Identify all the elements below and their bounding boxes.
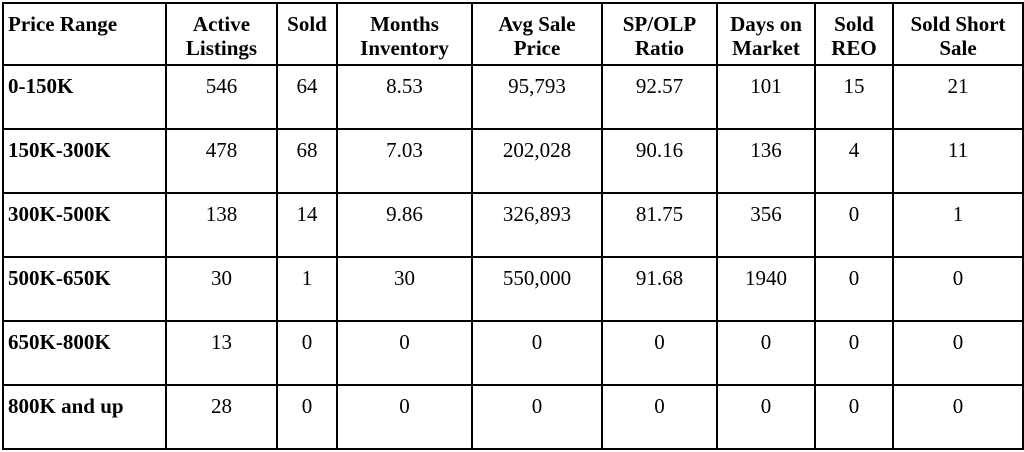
cell-sold: 0 xyxy=(276,320,338,386)
header-sold: Sold xyxy=(276,2,338,66)
header-price-range: Price Range xyxy=(2,2,167,66)
table-row: 0-150K 546 64 8.53 95,793 92.57 101 15 21 xyxy=(2,64,1024,130)
table-row: 300K-500K 138 14 9.86 326,893 81.75 356 0 1 xyxy=(2,192,1024,258)
header-days-on-market: Days on Market xyxy=(716,2,816,66)
cell-sold-short-sale: 11 xyxy=(892,128,1024,194)
header-avg-sale-price: Avg Sale Price xyxy=(471,2,603,66)
header-sold-reo: Sold REO xyxy=(814,2,894,66)
cell-days-on-market: 356 xyxy=(716,192,816,258)
cell-sold-reo: 0 xyxy=(814,256,894,322)
header-sp-olp-ratio: SP/OLP Ratio xyxy=(601,2,718,66)
cell-sp-olp-ratio: 0 xyxy=(601,320,718,386)
table-row: 500K-650K 30 1 30 550,000 91.68 1940 0 0 xyxy=(2,256,1024,322)
cell-sold-short-sale: 0 xyxy=(892,320,1024,386)
cell-avg-sale-price: 326,893 xyxy=(471,192,603,258)
cell-active-listings: 138 xyxy=(165,192,278,258)
cell-price-range: 300K-500K xyxy=(2,192,167,258)
cell-sold-reo: 0 xyxy=(814,320,894,386)
table-row: 650K-800K 13 0 0 0 0 0 0 0 xyxy=(2,320,1024,386)
cell-sp-olp-ratio: 92.57 xyxy=(601,64,718,130)
cell-days-on-market: 0 xyxy=(716,384,816,450)
cell-avg-sale-price: 202,028 xyxy=(471,128,603,194)
cell-sold-reo: 4 xyxy=(814,128,894,194)
cell-price-range: 500K-650K xyxy=(2,256,167,322)
header-sold-short-sale: Sold Short Sale xyxy=(892,2,1024,66)
table-body: 0-150K 546 64 8.53 95,793 92.57 101 15 21 150K-30… xyxy=(2,64,1024,450)
cell-sold: 1 xyxy=(276,256,338,322)
cell-price-range: 0-150K xyxy=(2,64,167,130)
cell-sold: 0 xyxy=(276,384,338,450)
cell-sp-olp-ratio: 81.75 xyxy=(601,192,718,258)
table-row: 150K-300K 478 68 7.03 202,028 90.16 136 4 11 xyxy=(2,128,1024,194)
cell-avg-sale-price: 95,793 xyxy=(471,64,603,130)
cell-active-listings: 30 xyxy=(165,256,278,322)
cell-months-inventory: 30 xyxy=(336,256,473,322)
cell-months-inventory: 9.86 xyxy=(336,192,473,258)
cell-active-listings: 28 xyxy=(165,384,278,450)
header-row: Price Range Active Listings Sold Months … xyxy=(2,2,1024,66)
cell-months-inventory: 8.53 xyxy=(336,64,473,130)
cell-price-range: 150K-300K xyxy=(2,128,167,194)
cell-sp-olp-ratio: 0 xyxy=(601,384,718,450)
cell-sold-short-sale: 1 xyxy=(892,192,1024,258)
cell-sold: 64 xyxy=(276,64,338,130)
cell-sp-olp-ratio: 91.68 xyxy=(601,256,718,322)
cell-avg-sale-price: 550,000 xyxy=(471,256,603,322)
cell-days-on-market: 0 xyxy=(716,320,816,386)
cell-active-listings: 546 xyxy=(165,64,278,130)
cell-avg-sale-price: 0 xyxy=(471,384,603,450)
cell-days-on-market: 136 xyxy=(716,128,816,194)
cell-sold-short-sale: 0 xyxy=(892,256,1024,322)
header-active-listings: Active Listings xyxy=(165,2,278,66)
cell-sold-reo: 0 xyxy=(814,192,894,258)
cell-sold-short-sale: 0 xyxy=(892,384,1024,450)
cell-sold: 14 xyxy=(276,192,338,258)
cell-sold: 68 xyxy=(276,128,338,194)
cell-sold-short-sale: 21 xyxy=(892,64,1024,130)
table-row: 800K and up 28 0 0 0 0 0 0 0 xyxy=(2,384,1024,450)
cell-days-on-market: 101 xyxy=(716,64,816,130)
header-months-inventory: Months Inventory xyxy=(336,2,473,66)
cell-sold-reo: 15 xyxy=(814,64,894,130)
cell-price-range: 800K and up xyxy=(2,384,167,450)
cell-days-on-market: 1940 xyxy=(716,256,816,322)
cell-months-inventory: 7.03 xyxy=(336,128,473,194)
cell-price-range: 650K-800K xyxy=(2,320,167,386)
table-header: Price Range Active Listings Sold Months … xyxy=(2,2,1024,66)
cell-active-listings: 478 xyxy=(165,128,278,194)
cell-sp-olp-ratio: 90.16 xyxy=(601,128,718,194)
cell-months-inventory: 0 xyxy=(336,320,473,386)
cell-months-inventory: 0 xyxy=(336,384,473,450)
cell-active-listings: 13 xyxy=(165,320,278,386)
cell-avg-sale-price: 0 xyxy=(471,320,603,386)
cell-sold-reo: 0 xyxy=(814,384,894,450)
